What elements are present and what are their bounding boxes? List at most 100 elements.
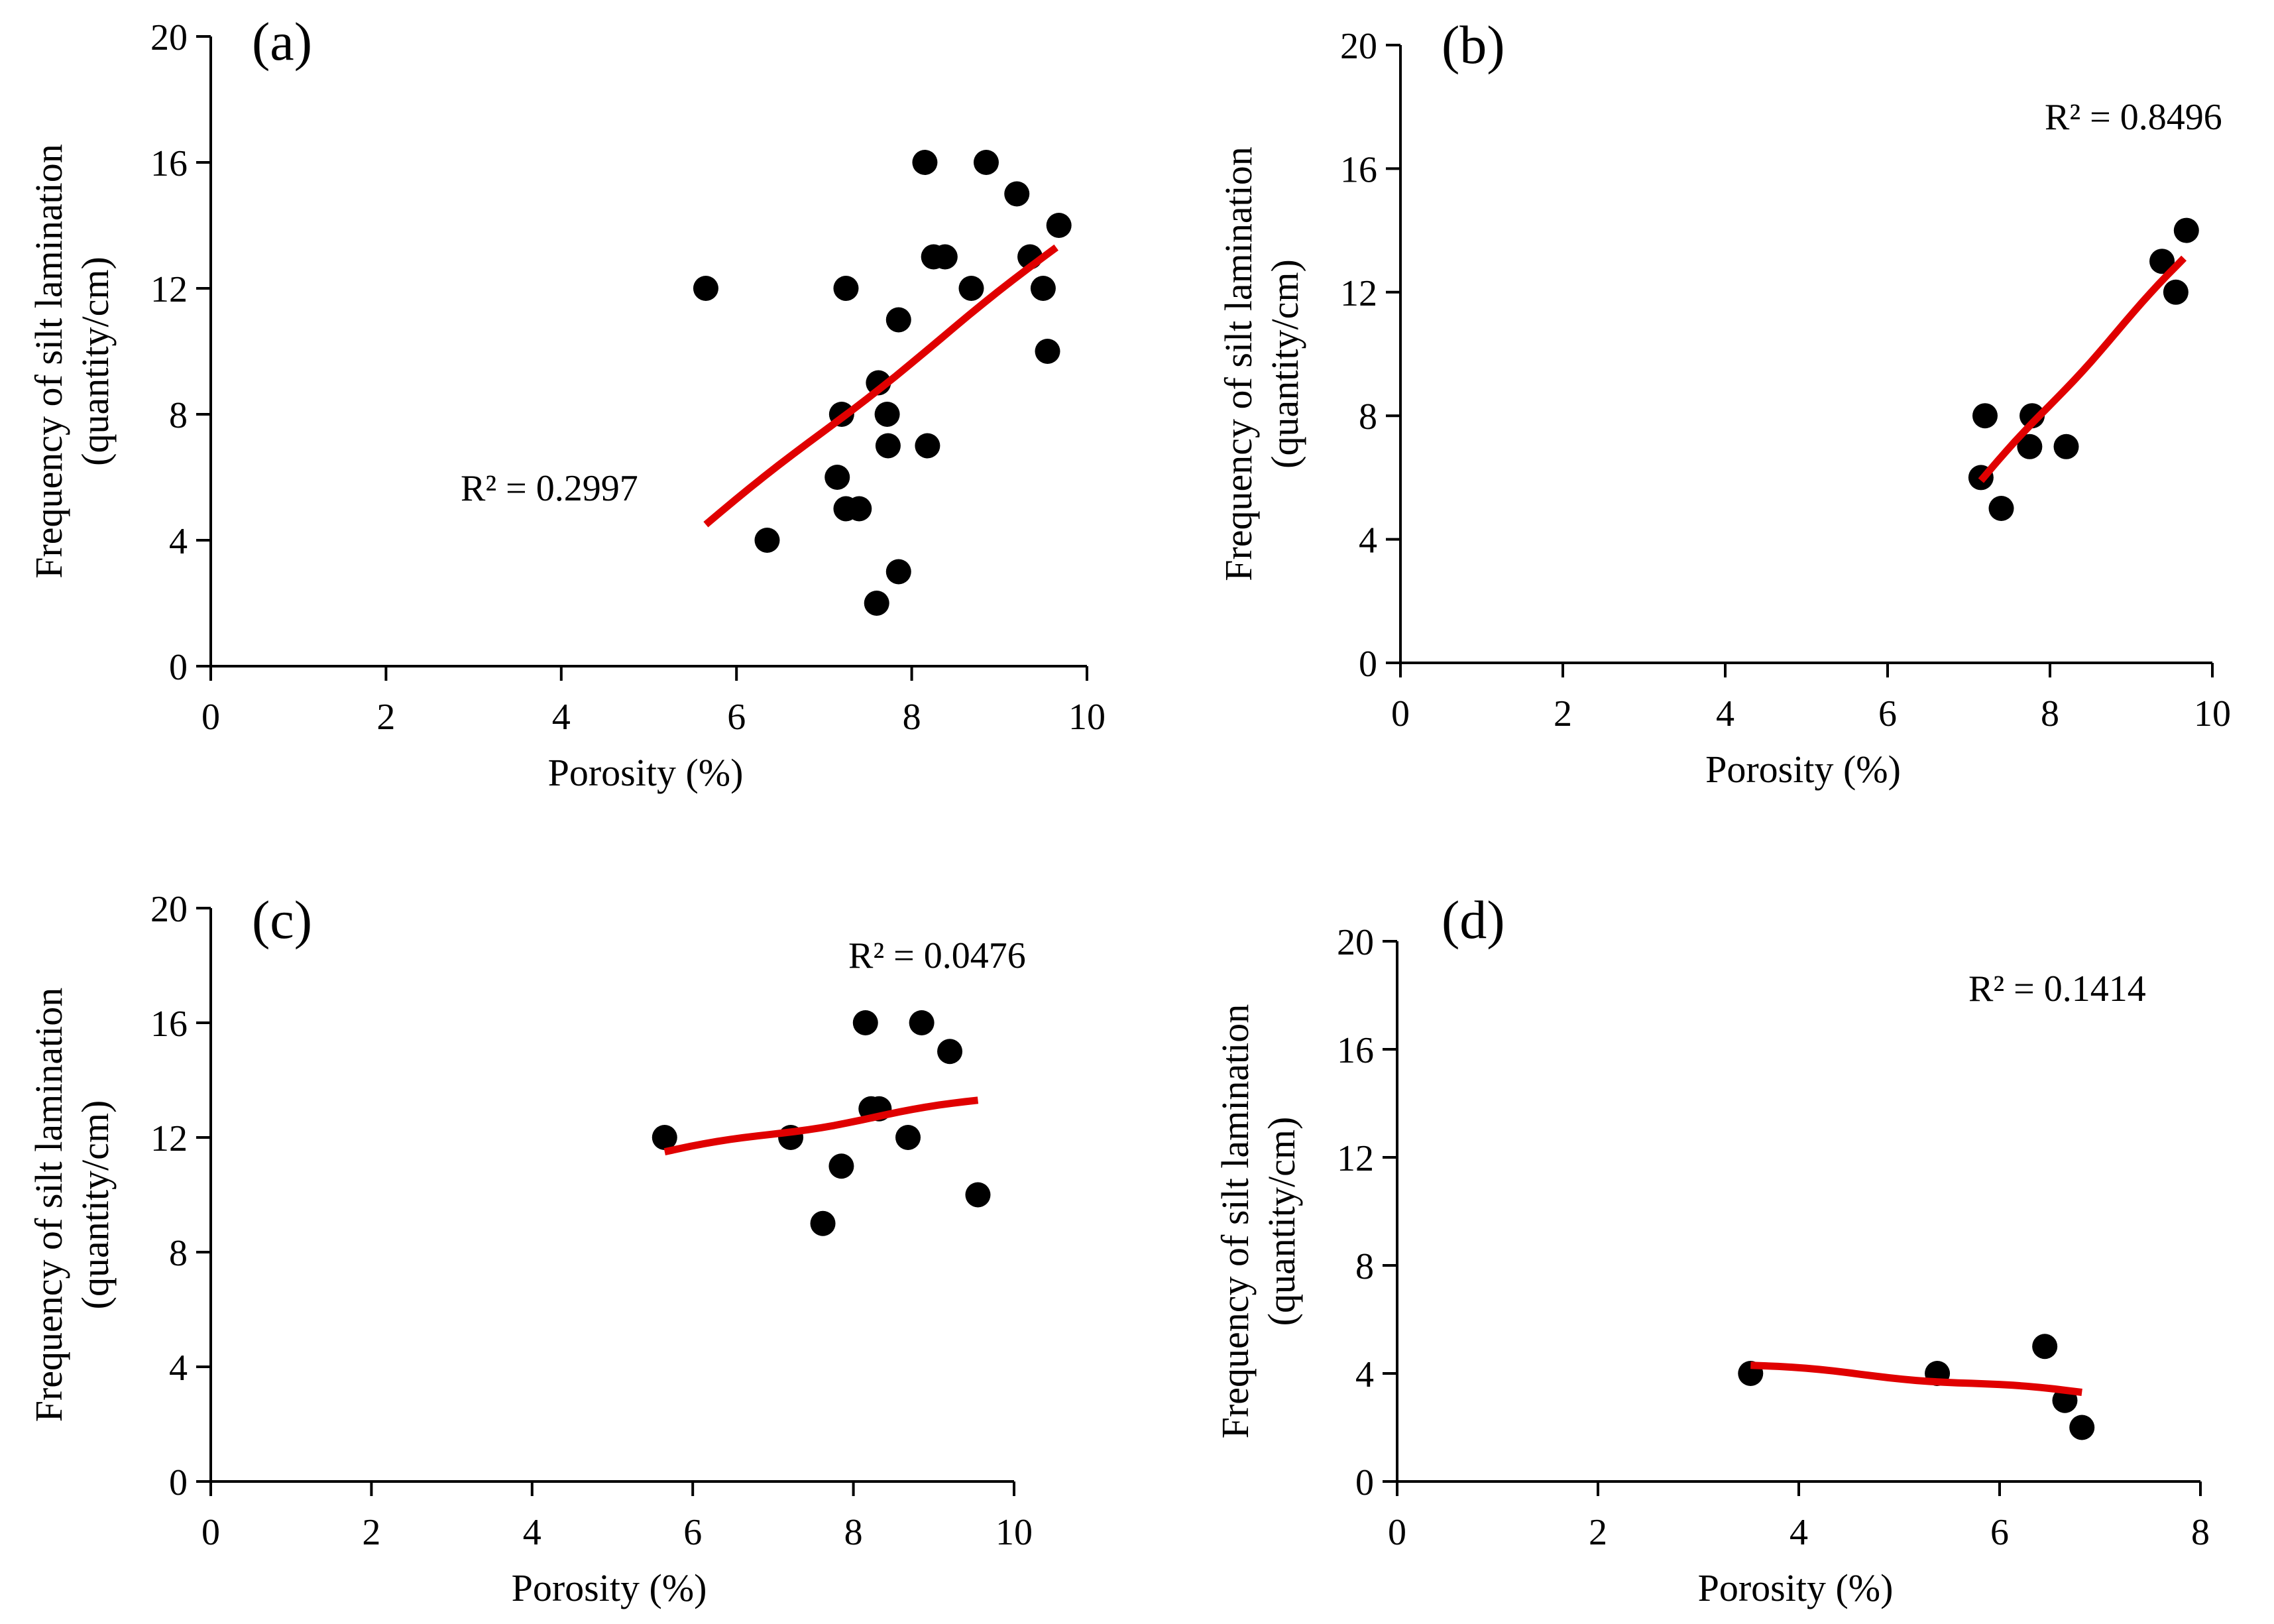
x-tick-label: 0 <box>1391 693 1410 734</box>
y-tick-label: 0 <box>169 647 188 688</box>
panel-label: (a) <box>252 11 312 72</box>
data-point <box>2069 1415 2095 1440</box>
y-tick-label: 4 <box>169 1348 188 1389</box>
data-point <box>754 528 780 553</box>
data-point <box>1004 181 1030 207</box>
r-squared-label: R² = 0.2997 <box>461 468 638 509</box>
x-tick-label: 10 <box>995 1512 1033 1553</box>
y-tick-label: 16 <box>1337 1030 1374 1071</box>
x-tick-label: 6 <box>727 697 746 738</box>
y-axis-title-line2: (quantity/cm) <box>74 1100 117 1310</box>
data-point <box>693 276 718 301</box>
data-point <box>885 307 911 333</box>
x-tick-label: 10 <box>2194 693 2231 734</box>
data-point <box>1046 213 1072 238</box>
x-tick-label: 6 <box>683 1512 702 1553</box>
data-point <box>2017 434 2043 459</box>
y-tick-label: 8 <box>169 1233 188 1274</box>
x-tick-label: 4 <box>1790 1512 1808 1553</box>
data-point <box>965 1182 991 1208</box>
data-point <box>852 1010 878 1035</box>
trend-line <box>703 244 1058 528</box>
y-axis-title-line1: Frequency of silt lamination <box>27 144 70 579</box>
x-tick-label: 8 <box>903 697 921 738</box>
panel-label: (b) <box>1442 15 1505 75</box>
x-tick-label: 8 <box>2041 693 2059 734</box>
y-axis-title-line2: (quantity/cm) <box>1260 1117 1303 1326</box>
y-tick-label: 12 <box>150 269 188 310</box>
y-tick-label: 12 <box>1340 273 1377 314</box>
data-point <box>652 1125 677 1150</box>
x-tick-label: 8 <box>844 1512 863 1553</box>
y-tick-label: 16 <box>150 1004 188 1045</box>
y-axis-title-line2: (quantity/cm) <box>1263 259 1306 469</box>
data-point <box>824 465 850 490</box>
data-point <box>875 433 901 459</box>
r-squared-label: R² = 0.8496 <box>2045 97 2222 138</box>
y-tick-label: 0 <box>1359 644 1377 685</box>
data-point <box>915 433 940 459</box>
data-point <box>2019 403 2045 429</box>
y-tick-label: 4 <box>169 521 188 562</box>
data-point <box>1988 496 2014 521</box>
x-tick-label: 6 <box>1990 1512 2009 1553</box>
x-tick-label: 8 <box>2191 1512 2210 1553</box>
data-point <box>874 402 900 427</box>
y-tick-label: 4 <box>1359 520 1377 561</box>
panel-label: (d) <box>1442 890 1505 950</box>
x-axis-title: Porosity (%) <box>512 1566 707 1609</box>
data-point <box>1030 276 1056 301</box>
x-tick-label: 2 <box>1554 693 1572 734</box>
data-point <box>909 1010 935 1035</box>
x-tick-label: 2 <box>376 697 395 738</box>
x-axis-title: Porosity (%) <box>1705 748 1901 791</box>
data-point <box>2053 434 2079 459</box>
data-point <box>2149 249 2175 274</box>
data-point <box>912 150 938 175</box>
y-tick-label: 8 <box>1355 1246 1374 1287</box>
data-point <box>932 244 958 270</box>
x-tick-label: 2 <box>362 1512 380 1553</box>
data-point <box>828 1153 854 1179</box>
x-tick-label: 4 <box>1716 693 1734 734</box>
panel-label: (c) <box>252 890 312 950</box>
data-point <box>1972 403 1998 429</box>
r-squared-label: R² = 0.1414 <box>1968 968 2146 1010</box>
data-point <box>2173 217 2199 243</box>
data-point <box>895 1125 921 1150</box>
data-point <box>885 559 911 585</box>
x-tick-label: 6 <box>1878 693 1897 734</box>
y-axis-title-line1: Frequency of silt lamination <box>1214 1004 1257 1439</box>
data-point <box>2163 279 2189 305</box>
y-tick-label: 8 <box>169 395 188 436</box>
x-tick-label: 2 <box>1589 1512 1607 1553</box>
chart-panel-d: 0 2 4 6 8 0 4 8 12 16 20 Porosity (%) Frequency of s… <box>1214 890 2210 1609</box>
y-tick-label: 8 <box>1359 396 1377 437</box>
data-point <box>846 496 872 522</box>
data-point <box>958 276 984 301</box>
y-tick-label: 12 <box>150 1118 188 1159</box>
data-point <box>2032 1334 2058 1360</box>
trend-line <box>1750 1362 2082 1396</box>
chart-panel-c: 0 2 4 6 8 10 0 4 8 12 16 20 Porosity (%) Frequency of… <box>27 889 1033 1609</box>
x-tick-label: 4 <box>523 1512 541 1553</box>
r-squared-label: R² = 0.0476 <box>848 935 1026 976</box>
data-point <box>973 150 999 175</box>
x-tick-label: 0 <box>201 697 220 738</box>
x-tick-label: 0 <box>1388 1512 1406 1553</box>
y-tick-label: 16 <box>150 143 188 184</box>
x-axis-title: Porosity (%) <box>1698 1566 1894 1609</box>
y-tick-label: 20 <box>150 889 188 930</box>
trend-line <box>663 1096 979 1155</box>
y-tick-label: 0 <box>169 1462 188 1503</box>
data-point <box>810 1210 836 1236</box>
data-point <box>937 1039 963 1065</box>
x-tick-label: 10 <box>1068 697 1106 738</box>
y-tick-label: 0 <box>1355 1462 1374 1503</box>
y-axis-title-line1: Frequency of silt lamination <box>27 988 70 1422</box>
y-tick-label: 20 <box>150 17 188 58</box>
data-point <box>1035 339 1060 364</box>
x-tick-label: 4 <box>552 697 571 738</box>
